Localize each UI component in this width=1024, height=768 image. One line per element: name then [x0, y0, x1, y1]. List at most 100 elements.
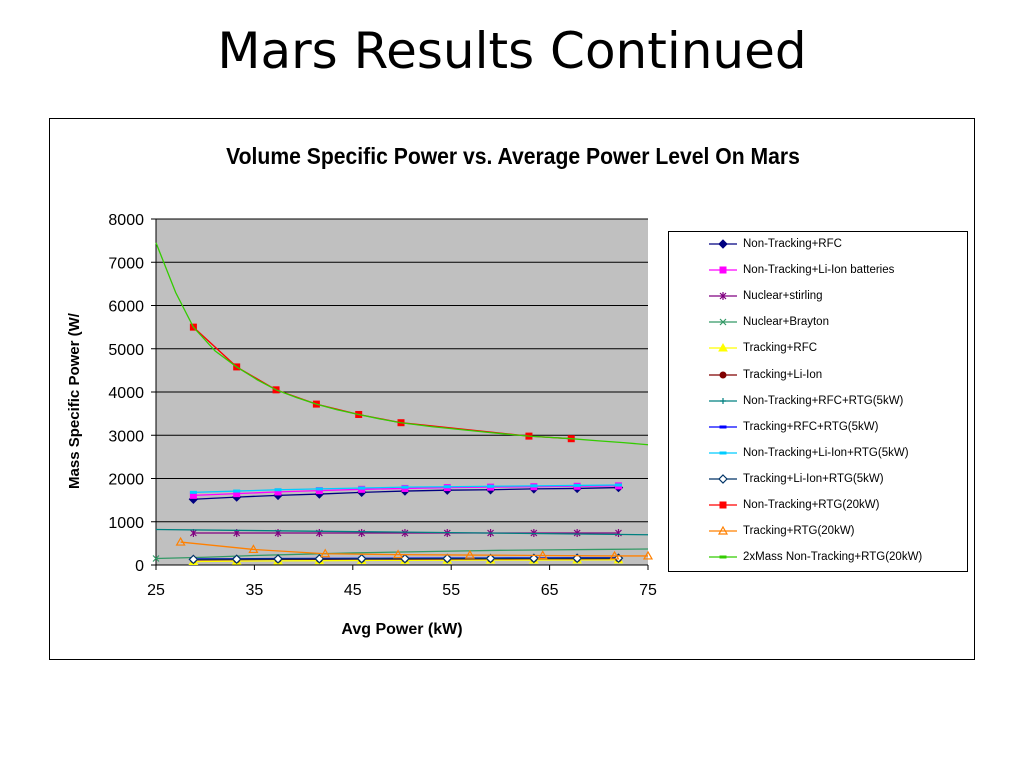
series-6: [155, 528, 649, 536]
legend-label: 2xMass Non-Tracking+RTG(20kW): [743, 551, 923, 564]
series-line: [155, 242, 649, 446]
series-9: [188, 553, 624, 565]
legend-swatch-marker: [719, 555, 727, 559]
data-point: [188, 554, 199, 565]
legend-swatch: [709, 525, 737, 535]
data-point: [315, 487, 323, 495]
data-point: [315, 487, 323, 491]
data-point: [356, 553, 367, 564]
legend-item: Non-Tracking+Li-Ion batteries: [709, 262, 894, 278]
chart-title: Volume Specific Power vs. Average Power …: [226, 143, 800, 169]
legend-swatch-marker: [719, 371, 727, 378]
data-point: [443, 485, 451, 489]
legend-swatch: [709, 371, 737, 378]
slide-title: Mars Results Continued: [217, 22, 807, 80]
y-tick-label: 6000: [108, 299, 144, 316]
series-8: [189, 483, 622, 494]
y-tick-label: 3000: [108, 428, 144, 445]
legend-swatch-marker: [717, 525, 729, 535]
data-point: [529, 553, 539, 564]
legend-swatch: [709, 266, 737, 274]
x-tick-label: 45: [344, 582, 362, 599]
data-point: [393, 549, 404, 559]
y-tick-label: 8000: [108, 212, 144, 229]
x-tick-label: 55: [442, 582, 460, 599]
legend-item: Non-Tracking+Li-Ion+RTG(5kW): [709, 445, 909, 461]
legend-item: Tracking+Li-Ion: [709, 367, 822, 383]
legend-label: Tracking+RFC: [743, 342, 818, 355]
data-point: [401, 485, 409, 489]
series-line: [180, 541, 648, 557]
legend-item: Tracking+RTG(20kW): [709, 523, 855, 539]
legend-label: Non-Tracking+RTG(20kW): [743, 499, 880, 511]
legend-swatch: [709, 425, 737, 429]
data-point: [189, 491, 197, 499]
legend-label: Tracking+RTG(20kW): [743, 525, 855, 538]
data-point: [152, 555, 160, 562]
legend-label: Nuclear+Brayton: [743, 316, 829, 329]
data-point: [609, 550, 620, 560]
legend-swatch: [709, 343, 737, 352]
y-tick-label: 4000: [108, 385, 144, 402]
plot-area: 0 1000 2000 3000 4000 5000 6000 7000 8000 25 35 45 5…: [108, 212, 657, 599]
legend-swatch-marker: [718, 343, 728, 352]
legend-swatch-marker: [719, 266, 727, 274]
y-tick-label: 7000: [108, 255, 144, 272]
y-tick-label: 1000: [108, 515, 144, 532]
legend-label: Non-Tracking+Li-Ion+RTG(5kW): [743, 446, 909, 459]
legend-swatch-marker: [719, 425, 727, 429]
series-line: [155, 528, 649, 536]
data-point: [487, 484, 495, 488]
data-point: [573, 528, 581, 537]
legend-item: Nuclear+Brayton: [709, 314, 829, 330]
data-point: [573, 483, 581, 487]
legend-swatch: [709, 474, 737, 484]
legend-item: Non-Tracking+RFC: [709, 236, 842, 252]
legend-swatch: [709, 451, 737, 455]
data-point: [233, 489, 241, 493]
legend-swatch: [709, 501, 737, 509]
y-axis-label: Mass Specific Power (W/: [66, 312, 83, 489]
legend-swatch-marker: [719, 292, 727, 301]
legend-label: Tracking+Li-Ion: [743, 368, 823, 381]
data-point: [273, 554, 283, 564]
data-point: [464, 549, 475, 559]
chart-legend: Non-Tracking+RFC Non-Tracking+Li-Ion batt…: [668, 231, 968, 572]
data-point: [320, 548, 331, 558]
data-point: [231, 554, 242, 565]
data-point: [274, 488, 282, 492]
legend-label: Non-Tracking+RFC+RTG(5kW): [743, 394, 904, 407]
x-tick-label: 35: [246, 582, 264, 599]
data-point: [233, 490, 241, 498]
legend-swatch-marker: [719, 501, 727, 509]
legend-swatch-marker: [719, 451, 727, 455]
legend-label: Tracking+RFC+RTG(5kW): [743, 420, 879, 433]
x-axis-label: Avg Power (kW): [341, 621, 462, 638]
legend-label: Nuclear+stirling: [743, 290, 823, 303]
data-point: [175, 536, 186, 546]
legend-label: Non-Tracking+RFC: [743, 238, 842, 250]
legend-item: Tracking+RFC: [709, 340, 817, 356]
legend-swatch: [709, 397, 737, 404]
chart-svg: Volume Specific Power vs. Average Power …: [66, 143, 800, 638]
legend-swatch: [709, 239, 737, 249]
legend-item: Tracking+RFC+RTG(5kW): [709, 419, 878, 435]
y-tick-label: 0: [135, 558, 144, 575]
data-point: [274, 488, 282, 496]
y-tick-label: 5000: [108, 342, 144, 359]
legend-item: Non-Tracking+RTG(20kW): [709, 497, 879, 513]
legend-item: 2xMass Non-Tracking+RTG(20kW): [709, 549, 922, 565]
data-point: [248, 544, 259, 554]
legend-swatch: [709, 318, 737, 326]
data-point: [442, 553, 453, 564]
x-tick-label: 25: [147, 582, 165, 599]
x-tick-label: 65: [541, 582, 559, 599]
y-axis-label-wrap: Mass Specific Power (W/: [66, 312, 83, 489]
data-point: [530, 484, 538, 488]
legend-swatch-marker: [720, 397, 726, 404]
legend-item: Tracking+Li-Ion+RTG(5kW): [709, 471, 884, 487]
legend-swatch: [709, 292, 737, 301]
data-point: [642, 550, 654, 560]
legend-label: Tracking+Li-Ion+RTG(5kW): [743, 472, 884, 485]
data-point: [537, 550, 548, 560]
